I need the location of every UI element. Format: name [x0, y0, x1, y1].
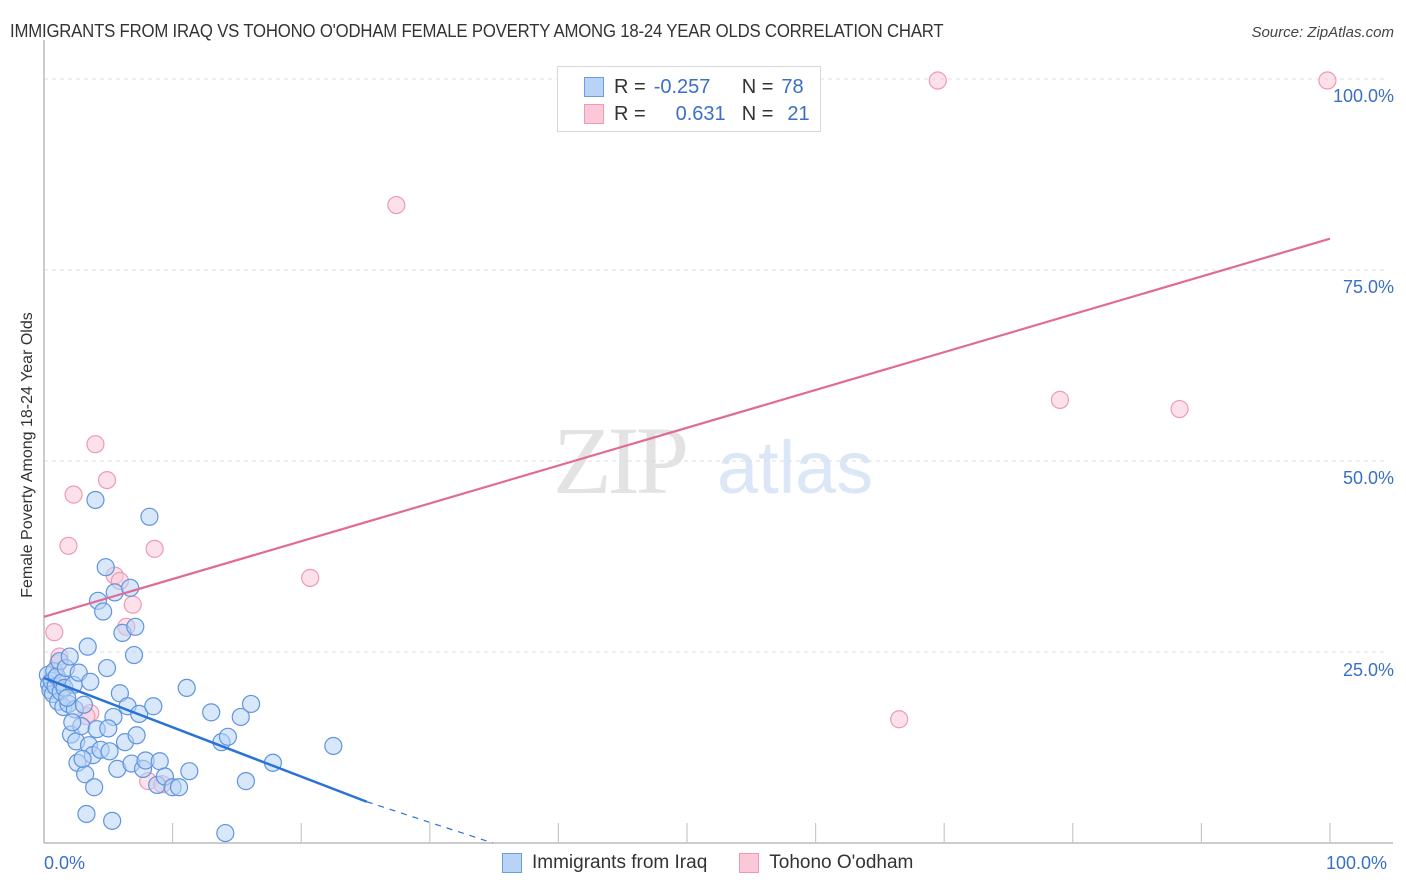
data-point-iraq [180, 762, 199, 781]
r-label: R = [614, 75, 646, 98]
n-label: N = [741, 75, 774, 98]
chart-title: IMMIGRANTS FROM IRAQ VS TOHONO O'ODHAM F… [10, 21, 944, 41]
legend-label-tohono: Tohono O'odham [769, 852, 914, 873]
data-point-iraq [144, 697, 163, 716]
data-point-iraq [202, 703, 221, 722]
legend-swatch-iraq [584, 77, 604, 97]
legend-label-iraq: Immigrants from Iraq [532, 852, 708, 873]
r-value-iraq: -0.257 [653, 75, 711, 98]
data-point-iraq [150, 752, 169, 771]
data-point-tohono [64, 485, 83, 504]
data-point-iraq [81, 672, 100, 691]
data-point-iraq [99, 719, 118, 738]
data-point-iraq [177, 678, 196, 698]
data-point-iraq [74, 695, 93, 714]
data-point-iraq [77, 804, 96, 824]
data-point-iraq [78, 637, 97, 656]
series-legend: Immigrants from Iraq Tohono O'odham [502, 852, 913, 874]
data-point-iraq [218, 727, 237, 746]
data-point-tohono [123, 595, 142, 614]
data-point-iraq [127, 726, 146, 745]
data-point-tohono [97, 471, 117, 490]
data-point-iraq [103, 811, 122, 830]
n-label: N = [741, 102, 774, 125]
data-point-tohono [145, 539, 164, 558]
data-point-iraq [86, 490, 105, 510]
data-point-tohono [1318, 71, 1337, 90]
n-value-tohono: 21 [787, 102, 810, 125]
y-tick-75: 75.0% [1342, 277, 1394, 297]
data-point-iraq [85, 778, 104, 797]
data-point-iraq [241, 694, 261, 714]
data-point-iraq [73, 749, 92, 769]
data-point-iraq [63, 713, 82, 732]
y-axis-label: Female Poverty Among 18-24 Year Olds [19, 312, 36, 598]
data-point-iraq [231, 707, 250, 727]
data-point-iraq [140, 507, 159, 526]
data-point-iraq [58, 688, 77, 707]
data-point-iraq [60, 647, 79, 666]
data-point-tohono [928, 71, 947, 90]
y-tick-50: 50.0% [1342, 468, 1394, 488]
data-point-iraq [124, 645, 144, 665]
legend-swatch-iraq [502, 853, 522, 873]
data-point-tohono [301, 568, 320, 587]
x-tick-100: 100.0% [1326, 853, 1388, 873]
trendline-tohono [43, 237, 1331, 618]
n-value-iraq: 78 [781, 75, 804, 98]
x-tick-0: 0.0% [44, 853, 86, 873]
data-point-iraq [236, 772, 256, 791]
y-tick-100: 100.0% [1332, 86, 1394, 106]
source-credit: Source: ZipAtlas.com [1251, 24, 1394, 41]
r-value-tohono: 0.631 [675, 102, 726, 125]
correlation-legend: R = -0.257 N = 78 R = 0.631 N = 21 [557, 66, 821, 132]
data-point-iraq [97, 658, 117, 678]
watermark-atlas: atlas [717, 426, 874, 509]
r-label: R = [614, 102, 646, 125]
data-point-iraq [100, 742, 119, 761]
data-point-iraq [324, 736, 343, 756]
y-tick-25: 25.0% [1342, 660, 1394, 680]
data-point-iraq [126, 617, 145, 636]
data-point-iraq [216, 823, 235, 843]
legend-swatch-tohono [584, 104, 604, 124]
data-point-tohono [1170, 399, 1189, 419]
trendline-iraq [43, 676, 368, 803]
data-point-tohono [45, 623, 64, 642]
legend-swatch-tohono [739, 853, 760, 873]
data-point-tohono [59, 536, 78, 555]
data-point-iraq [169, 778, 189, 797]
data-point-tohono [387, 195, 406, 215]
data-point-tohono [86, 435, 105, 454]
data-point-iraq [94, 602, 113, 621]
data-point-tohono [890, 710, 909, 729]
data-point-iraq [96, 558, 115, 577]
data-point-tohono [1050, 390, 1070, 409]
legend-row-tohono: R = 0.631 N = 21 [558, 101, 810, 127]
legend-row-iraq: R = -0.257 N = 78 [558, 74, 804, 100]
trendline-iraq-extrapolated [366, 801, 494, 844]
